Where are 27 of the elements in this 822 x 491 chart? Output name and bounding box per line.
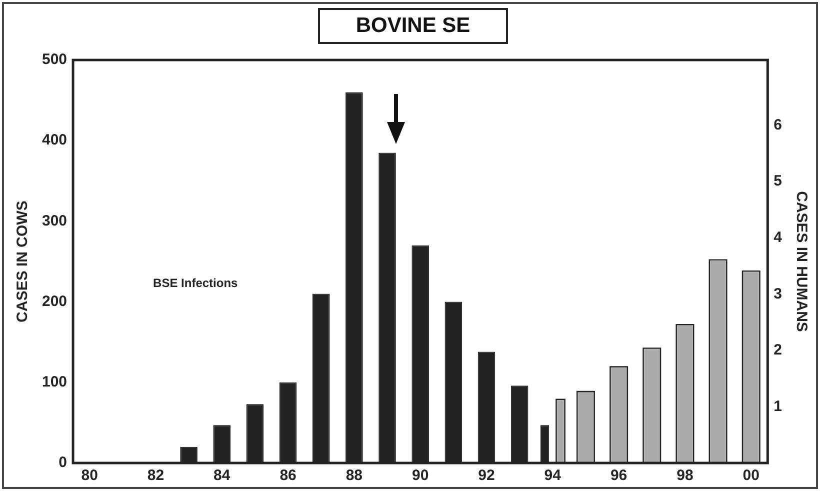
x-tick-label: 82 bbox=[147, 467, 164, 484]
x-tick-label: 98 bbox=[676, 467, 694, 484]
x-tick-label: 92 bbox=[478, 467, 495, 484]
y-tick-label: 400 bbox=[42, 132, 68, 149]
x-tick-label: 00 bbox=[742, 467, 760, 484]
x-tick-label: 88 bbox=[346, 467, 363, 484]
y2-tick-label: 6 bbox=[774, 116, 782, 134]
y2-tick-label: 2 bbox=[774, 342, 782, 359]
x-tick-label: 94 bbox=[544, 467, 562, 484]
y-tick-label: 100 bbox=[42, 374, 68, 391]
x-tick-label: 80 bbox=[81, 467, 98, 484]
y2-tick-label: 5 bbox=[774, 172, 782, 190]
chart-title: BOVINE SE bbox=[318, 8, 508, 44]
x-tick-label: 96 bbox=[610, 467, 628, 484]
y-tick-label: 0 bbox=[58, 454, 68, 472]
y2-axis-title: CASES IN HUMANS bbox=[792, 191, 810, 332]
y2-tick-label: 1 bbox=[774, 398, 782, 415]
y-tick-label: 500 bbox=[42, 51, 68, 68]
x-tick-label: 90 bbox=[412, 467, 429, 484]
y-tick-label: 300 bbox=[42, 212, 68, 230]
x-tick-label: 84 bbox=[214, 467, 231, 484]
x-tick-label: 86 bbox=[280, 467, 296, 484]
text: BSE Infections bbox=[153, 276, 238, 290]
y-axis-title: CASES IN COWS bbox=[14, 200, 32, 322]
y2-tick-label: 4 bbox=[774, 229, 783, 246]
y2-tick-label: 3 bbox=[774, 285, 782, 302]
y-tick-label: 200 bbox=[42, 292, 68, 310]
